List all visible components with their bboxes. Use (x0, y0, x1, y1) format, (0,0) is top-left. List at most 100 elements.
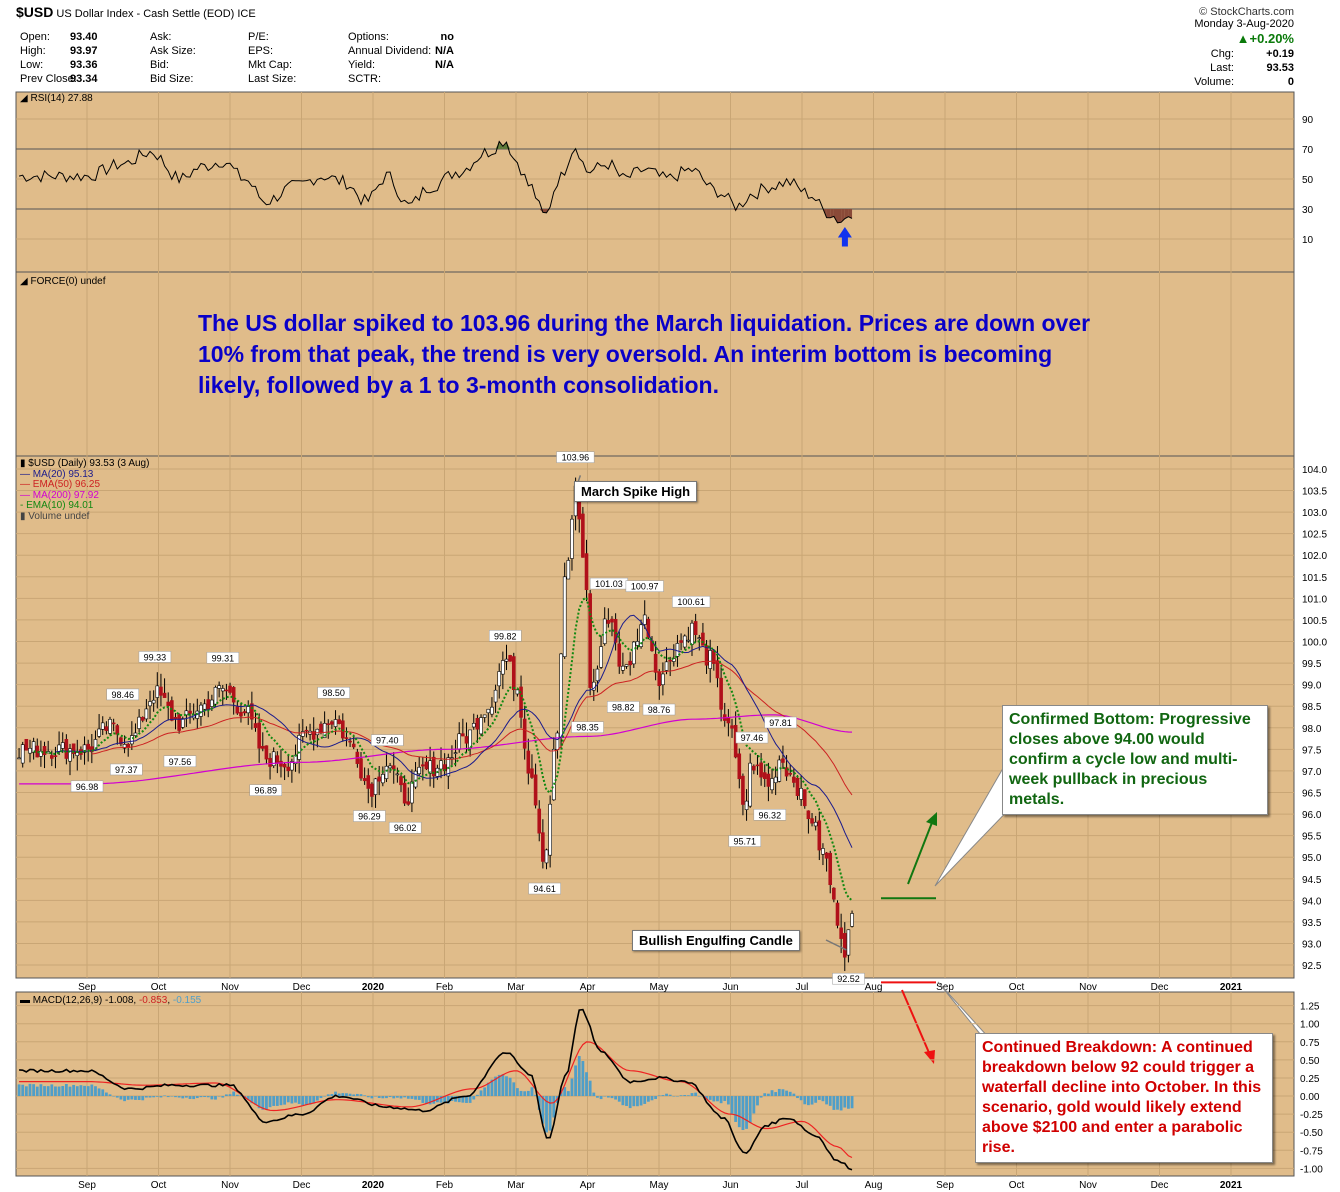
price-tick-label: 95.5 (1302, 832, 1322, 843)
peak-label: 97.56 (169, 757, 192, 767)
quote-right-value: 93.53 (1266, 62, 1294, 74)
candle (617, 643, 622, 667)
macd-histogram-bar (235, 1094, 239, 1097)
red-arrow-shaft (901, 989, 931, 1056)
price-legend-item: ▮ Volume undef (20, 510, 90, 522)
candle (424, 761, 429, 770)
candle (737, 753, 742, 780)
macd-signal-line (19, 1041, 853, 1159)
macd-histogram-bar (737, 1096, 741, 1128)
macd-histogram-bar (847, 1096, 850, 1109)
candle (177, 714, 181, 731)
macd-histogram-bar (214, 1096, 217, 1100)
macd-histogram-bar (679, 1095, 683, 1097)
macd-histogram-bar (24, 1086, 28, 1097)
macd-histogram-bar (188, 1096, 192, 1099)
price-legend-item: — MA(20) 95.13 (20, 468, 94, 480)
candle (468, 729, 472, 749)
price-legend-item: - EMA(10) 94.01 (20, 500, 94, 511)
candle (802, 789, 807, 807)
macd-histogram-bar (399, 1096, 403, 1099)
quote-value: 93.40 (70, 31, 98, 43)
macd-histogram-bar (537, 1096, 541, 1110)
candle (199, 704, 203, 717)
rsi-line (18, 140, 853, 224)
source-credit: © StockCharts.com (1199, 6, 1294, 18)
macd-histogram-bar (526, 1090, 530, 1097)
candle (242, 711, 247, 714)
candle (17, 757, 21, 760)
candle (297, 735, 301, 760)
price-month-label: Sep (936, 982, 954, 993)
peak-label: 99.31 (212, 653, 235, 663)
peak-label-box (556, 451, 595, 463)
macd-label: ▬ MACD(12,26,9) -1.008, -0.853, -0.155 (20, 995, 202, 1006)
macd-month-label: Sep (936, 1180, 954, 1191)
macd-histogram-bar (581, 1061, 585, 1097)
candle (704, 645, 709, 666)
macd-histogram-bar (184, 1096, 188, 1098)
ema50-line (91, 660, 853, 796)
candle (693, 621, 698, 635)
macd-histogram-bar (625, 1096, 628, 1106)
macd-histogram-bar (566, 1091, 570, 1097)
macd-histogram-bar (290, 1096, 294, 1104)
peak-label-box (489, 630, 522, 642)
macd-histogram-bar (21, 1084, 25, 1097)
candle (661, 673, 665, 686)
quote-label: SCTR: (348, 73, 381, 85)
macd-histogram-bar (315, 1096, 319, 1101)
macd-histogram-bar (799, 1096, 803, 1101)
candle (850, 913, 854, 927)
peak-label: 95.71 (734, 837, 757, 847)
macd-histogram-bar (228, 1094, 232, 1097)
macd-histogram-bar (352, 1094, 356, 1097)
macd-histogram-bar (726, 1096, 730, 1105)
peak-label: 96.98 (76, 782, 99, 792)
macd-histogram-bar (748, 1096, 752, 1123)
macd-histogram-bar (301, 1096, 305, 1106)
macd-histogram-bar (152, 1096, 156, 1098)
macd-histogram-bar (716, 1096, 719, 1102)
macd-histogram-bar (465, 1096, 468, 1103)
macd-histogram-bar (130, 1096, 134, 1100)
macd-histogram-bar (530, 1087, 534, 1097)
candle (581, 513, 585, 558)
candle (253, 723, 258, 728)
candle (664, 661, 669, 671)
macd-histogram-bar (199, 1096, 203, 1098)
candle (275, 755, 280, 764)
peak-label-box (607, 701, 640, 713)
peak-label-box (353, 810, 386, 822)
macd-histogram-bar (104, 1092, 108, 1097)
macd-histogram-bar (461, 1096, 465, 1103)
macd-histogram-bar (672, 1096, 676, 1097)
macd-histogram-bar (785, 1090, 788, 1097)
candle (60, 742, 65, 749)
price-legend-item: — MA(200) 97.92 (20, 489, 99, 501)
macd-histogram-bar (563, 1087, 567, 1097)
macd-histogram-bar (425, 1096, 428, 1104)
macd-histogram-bar (155, 1096, 159, 1097)
macd-histogram-bar (632, 1096, 636, 1107)
candle (741, 775, 745, 805)
candle (450, 757, 454, 759)
peak-label: 96.02 (394, 823, 417, 833)
quote-label: Yield: (348, 59, 376, 71)
candle (530, 768, 534, 778)
macd-histogram-bar (428, 1096, 432, 1105)
candle (282, 763, 287, 768)
candle (788, 772, 793, 775)
macd-histogram-bar (28, 1083, 32, 1097)
macd-histogram-bar (345, 1093, 348, 1097)
candle (541, 832, 545, 862)
macd-month-label: Aug (865, 1180, 883, 1191)
candle (228, 685, 232, 693)
price-tick-label: 96.5 (1302, 788, 1322, 799)
rsi-oversold-fill (844, 209, 849, 219)
macd-histogram-bar (610, 1096, 614, 1099)
candle (701, 632, 705, 646)
macd-month-label: 2021 (1220, 1180, 1243, 1191)
candle (759, 762, 763, 778)
macd-histogram-bar (759, 1096, 763, 1098)
